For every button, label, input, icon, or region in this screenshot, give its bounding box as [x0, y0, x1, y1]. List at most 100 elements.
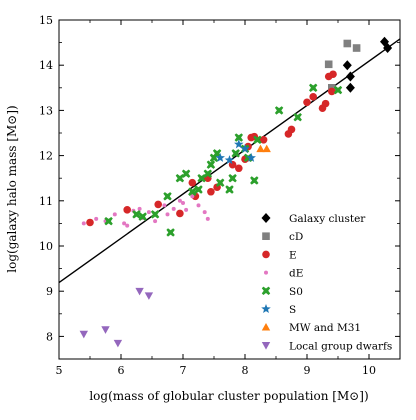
- series-mw-and-m31: [256, 144, 271, 153]
- legend-marker: [261, 342, 271, 350]
- data-point: [324, 60, 333, 69]
- data-point: [216, 178, 225, 187]
- data-point: [94, 216, 99, 221]
- data-point: [253, 135, 262, 144]
- data-point: [101, 326, 110, 334]
- data-point: [162, 203, 167, 208]
- data-point: [240, 143, 250, 153]
- data-point: [177, 198, 182, 203]
- y-tick-label: 14: [39, 59, 53, 72]
- y-tick-label: 12: [39, 150, 53, 163]
- plot-frame: [58, 19, 401, 360]
- data-point: [113, 339, 123, 348]
- legend-marker: [261, 213, 271, 223]
- data-point: [207, 187, 215, 196]
- data-point: [194, 185, 203, 194]
- data-point: [250, 176, 259, 185]
- series-cd: [324, 39, 361, 92]
- data-point: [202, 210, 207, 215]
- legend-label: Local group dwarfs: [289, 340, 392, 352]
- data-point: [181, 201, 185, 206]
- data-point: [231, 149, 240, 158]
- legend-entry: Local group dwarfs: [261, 340, 392, 352]
- data-point: [171, 206, 176, 211]
- legend-label: Galaxy cluster: [289, 213, 366, 225]
- data-point: [138, 212, 147, 221]
- data-point: [79, 330, 88, 339]
- data-point: [125, 223, 130, 228]
- data-point: [215, 152, 225, 162]
- data-point: [234, 133, 243, 142]
- data-point: [81, 221, 86, 226]
- series-e: [86, 70, 337, 227]
- legend-label: E: [289, 249, 297, 261]
- data-point: [205, 216, 210, 221]
- data-point: [309, 83, 318, 92]
- legend-entry: Galaxy cluster: [261, 213, 366, 225]
- x-axis-label: log(mass of globular cluster population …: [89, 389, 368, 403]
- data-point: [345, 82, 355, 93]
- legend-entry: dE: [264, 268, 303, 280]
- data-point: [228, 174, 237, 183]
- data-point: [235, 164, 243, 173]
- data-point: [154, 200, 162, 209]
- legend-entry: cD: [262, 231, 303, 243]
- data-point: [203, 169, 212, 178]
- series-s: [215, 139, 256, 165]
- x-tick-label: 6: [118, 364, 125, 377]
- legend-marker: [262, 250, 270, 259]
- axis-ticks: 5 6 7 8 9 10 8 9 10 11 12 13 14 15: [39, 14, 401, 377]
- data-point: [321, 99, 330, 108]
- series-local-group-dwarfs: [79, 287, 154, 348]
- data-point: [86, 218, 94, 227]
- legend-marker: [261, 304, 271, 314]
- legend-marker: [261, 323, 271, 331]
- data-point: [309, 93, 318, 101]
- data-point: [303, 98, 311, 107]
- data-point: [176, 209, 184, 218]
- legend-marker: [264, 270, 268, 275]
- data-point: [206, 160, 216, 169]
- x-tick-label: 8: [242, 364, 249, 377]
- data-point: [175, 174, 185, 183]
- data-point: [188, 178, 197, 187]
- data-point: [123, 206, 131, 214]
- data-point: [256, 144, 265, 153]
- legend-marker: [261, 286, 271, 295]
- data-point: [190, 194, 195, 199]
- data-point: [165, 212, 170, 217]
- series-de: [81, 194, 210, 228]
- data-point: [196, 203, 201, 208]
- x-tick-label: 7: [180, 364, 187, 377]
- legend-label: MW and M31: [289, 322, 361, 334]
- legend-marker: [262, 232, 270, 240]
- legend-entry: MW and M31: [261, 322, 361, 334]
- data-point: [225, 185, 234, 194]
- legend-label: S0: [289, 286, 303, 298]
- legend-entry: S: [261, 304, 296, 316]
- y-axis-label: log(galaxy halo mass [M⊙]): [5, 105, 19, 272]
- data-point: [383, 43, 393, 54]
- data-point: [212, 149, 222, 158]
- data-point: [328, 87, 336, 96]
- data-point: [104, 216, 113, 226]
- legend-label: cD: [289, 231, 303, 243]
- data-point: [184, 207, 189, 212]
- data-point: [163, 192, 172, 201]
- data-point: [293, 112, 302, 122]
- data-point: [234, 139, 244, 149]
- data-point: [197, 174, 206, 183]
- data-point: [137, 206, 142, 211]
- legend-entry: E: [262, 249, 297, 261]
- data-point: [150, 210, 160, 219]
- data-point: [352, 44, 361, 52]
- series-galaxy-cluster: [342, 36, 393, 93]
- x-tick-label: 9: [304, 364, 311, 377]
- y-tick-label: 11: [39, 195, 53, 208]
- data-point: [135, 287, 144, 296]
- legend: Galaxy cluster cD EdE S0 S MW and M31 Local gr…: [261, 213, 392, 352]
- data-point: [262, 144, 271, 153]
- data-point: [342, 60, 352, 71]
